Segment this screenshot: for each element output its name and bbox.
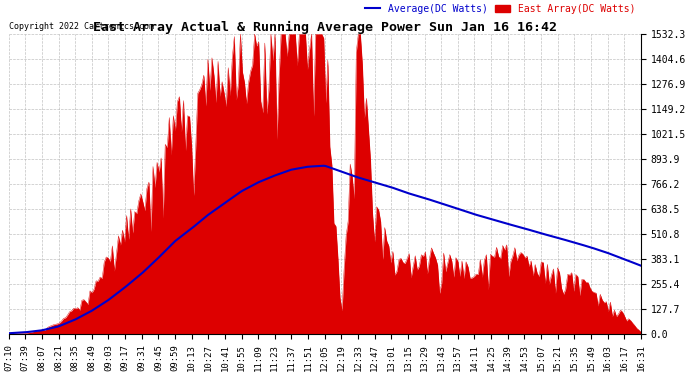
Text: Copyright 2022 Cartronics.com: Copyright 2022 Cartronics.com (9, 22, 154, 31)
Legend: Average(DC Watts), East Array(DC Watts): Average(DC Watts), East Array(DC Watts) (364, 3, 636, 15)
Title: East Array Actual & Running Average Power Sun Jan 16 16:42: East Array Actual & Running Average Powe… (92, 21, 557, 34)
